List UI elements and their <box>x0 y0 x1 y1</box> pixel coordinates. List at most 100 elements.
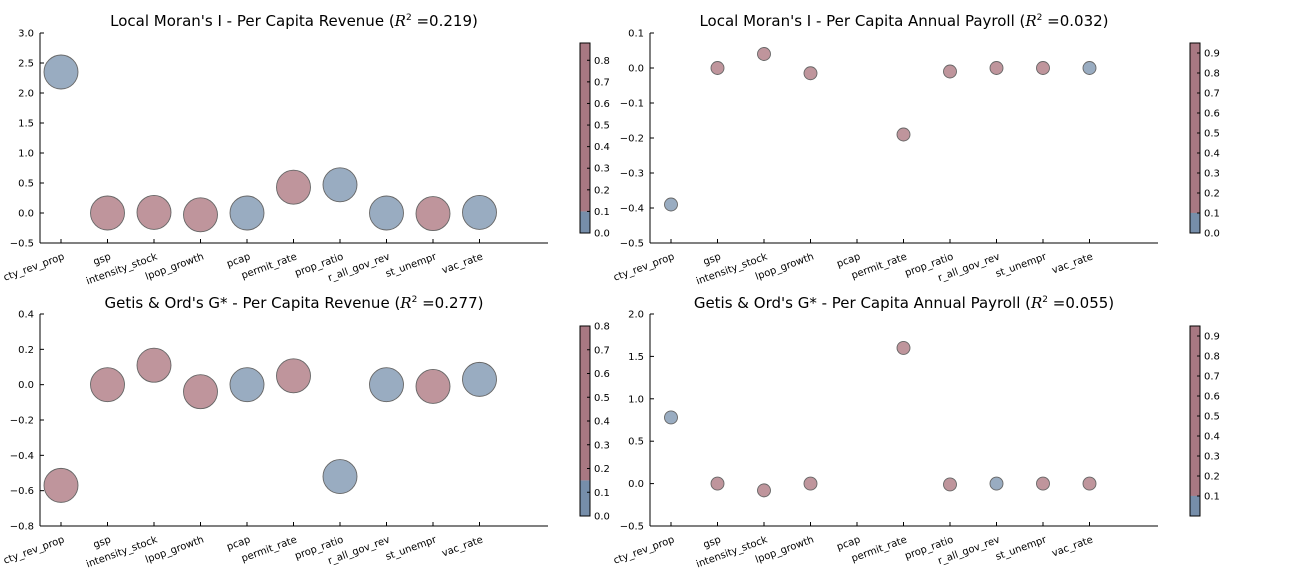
y-tick-label: −0.5 <box>620 522 644 533</box>
colorbar: 0.0 0.1 0.2 0.3 0.4 0.5 0.6 0.7 0.8 <box>579 42 610 240</box>
colorbar-tick-label: 0.2 <box>1204 472 1220 483</box>
x-tick-label: gsp <box>702 251 723 267</box>
x-tick-label: cty_rev_prop <box>612 251 676 283</box>
chart-title: Getis & Ord's G* - Per Capita Annual Pay… <box>694 294 1114 312</box>
x-tick-label: cty_rev_prop <box>2 534 66 566</box>
colorbar-tick-label: 0.2 <box>1204 189 1220 200</box>
data-point <box>322 167 358 203</box>
colorbar-tick-label: 0.1 <box>594 488 610 499</box>
data-point <box>183 374 218 410</box>
y-tick-label: −0.8 <box>10 522 34 533</box>
x-tick-label: st_unempr <box>384 251 439 280</box>
colorbar-tick-label: 0.8 <box>594 56 610 67</box>
colorbar-tick-label: 0.9 <box>1204 332 1220 343</box>
colorbar-tick-label: 0.3 <box>594 440 610 451</box>
x-tick-label: gsp <box>702 534 723 550</box>
x-tick-label: st_unempr <box>994 534 1049 563</box>
colorbar-tick-label: 0.8 <box>594 322 610 333</box>
data-point <box>664 197 678 212</box>
colorbar-tick-label: 0.7 <box>594 77 610 88</box>
data-point <box>943 64 957 79</box>
colorbar: 0.0 0.1 0.2 0.3 0.4 0.5 0.6 0.7 0.8 <box>579 322 610 523</box>
y-tick-label: −0.4 <box>10 451 34 462</box>
data-point <box>90 367 125 403</box>
colorbar-tick-label: 0.0 <box>1204 229 1220 240</box>
colorbar-high <box>580 326 590 481</box>
colorbar-tick-label: 0.5 <box>594 121 610 132</box>
y-tick-label: 0.1 <box>628 29 644 40</box>
colorbar-high <box>1190 43 1200 213</box>
colorbar-frame <box>579 42 591 234</box>
data-point <box>322 459 358 494</box>
colorbar-tick-label: 0.7 <box>1204 89 1220 100</box>
colorbar-tick-label: 0.1 <box>594 207 610 218</box>
y-tick-label: 0.5 <box>628 437 644 448</box>
data-point <box>276 169 311 205</box>
data-point <box>989 61 1004 75</box>
y-tick-label: 2.5 <box>18 59 34 70</box>
data-point <box>664 410 678 425</box>
y-tick-label: 0.0 <box>18 209 34 220</box>
data-point <box>710 61 725 75</box>
y-tick-label: −0.5 <box>10 239 34 250</box>
colorbar: 0.1 0.2 0.3 0.4 0.5 0.6 0.7 0.8 0.9 <box>1189 325 1220 517</box>
data-point <box>369 195 404 231</box>
data-point <box>803 66 818 81</box>
data-point <box>896 340 911 355</box>
colorbar-tick-label: 0.9 <box>1204 49 1220 60</box>
chart-title: Local Moran's I - Per Capita Annual Payr… <box>699 12 1108 30</box>
y-tick-label: 1.5 <box>628 352 644 363</box>
x-tick-label: pcap <box>835 251 862 270</box>
colorbar-tick-label: 0.1 <box>1204 492 1220 503</box>
data-point <box>757 483 771 498</box>
data-point <box>462 361 497 397</box>
y-tick-label: −0.2 <box>620 134 644 145</box>
colorbar-frame <box>1189 325 1201 517</box>
data-point <box>229 367 265 403</box>
chart-panel-1: Local Moran's I - Per Capita Revenue (R2… <box>2 12 610 287</box>
colorbar-tick-label: 0.4 <box>594 142 610 153</box>
colorbar-tick-label: 0.3 <box>1204 452 1220 463</box>
data-point <box>1036 476 1050 491</box>
data-point <box>90 195 125 231</box>
chart-panel-3: Getis & Ord's G* - Per Capita Revenue (R… <box>2 294 610 570</box>
data-point <box>415 368 451 404</box>
colorbar-low <box>580 211 590 233</box>
data-point <box>136 194 172 230</box>
y-tick-label: 2.0 <box>18 89 34 100</box>
data-point <box>803 476 818 491</box>
x-tick-label: st_unempr <box>994 251 1049 280</box>
data-point <box>415 196 451 232</box>
data-point <box>276 358 311 394</box>
x-tick-label: vac_rate <box>440 251 484 276</box>
colorbar-tick-label: 0.2 <box>594 464 610 475</box>
x-tick-label: cty_rev_prop <box>612 534 676 566</box>
data-point <box>1082 476 1097 491</box>
y-tick-label: 0.0 <box>628 64 644 75</box>
colorbar-tick-label: 0.6 <box>594 99 610 110</box>
data-point <box>43 467 79 503</box>
data-point <box>183 197 218 233</box>
y-tick-label: −0.5 <box>620 239 644 250</box>
colorbar-tick-label: 0.3 <box>594 164 610 175</box>
data-point <box>943 477 957 492</box>
x-tick-label: gsp <box>92 534 113 550</box>
y-tick-label: −0.4 <box>620 204 644 215</box>
colorbar-tick-label: 0.6 <box>594 369 610 380</box>
y-tick-label: 0.2 <box>18 345 34 356</box>
x-tick-label: vac_rate <box>1050 534 1094 559</box>
data-point <box>229 195 265 231</box>
y-tick-label: 0.5 <box>18 179 34 190</box>
colorbar-tick-label: 0.8 <box>1204 69 1220 80</box>
colorbar-tick-label: 0.7 <box>594 345 610 356</box>
chart-panel-4: Getis & Ord's G* - Per Capita Annual Pay… <box>612 294 1220 570</box>
y-tick-label: 3.0 <box>18 29 34 40</box>
colorbar-tick-label: 0.0 <box>594 229 610 240</box>
colorbar-tick-label: 0.1 <box>1204 209 1220 220</box>
y-tick-label: 1.5 <box>18 119 34 130</box>
colorbar-tick-label: 0.5 <box>1204 412 1220 423</box>
colorbar-tick-label: 0.7 <box>1204 372 1220 383</box>
x-tick-label: gsp <box>92 251 113 267</box>
y-tick-label: −0.1 <box>620 99 644 110</box>
